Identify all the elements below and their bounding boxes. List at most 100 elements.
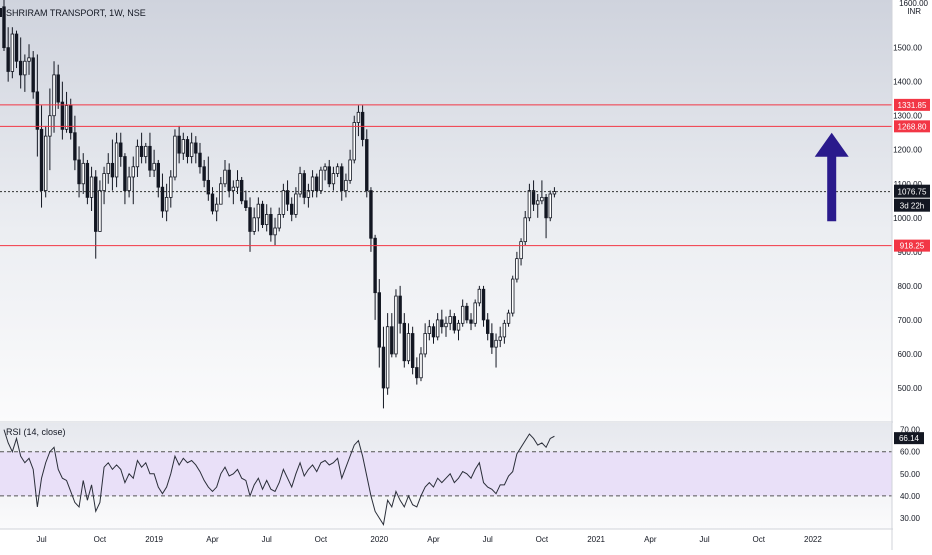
price-tick-label: 900.00: [898, 248, 923, 257]
candle-body: [540, 196, 544, 202]
candle-body: [527, 190, 532, 219]
candle-body: [302, 173, 306, 198]
candle-body: [381, 346, 386, 389]
candle-body: [52, 74, 56, 117]
last-price-label: 1076.75: [898, 188, 927, 197]
time-tick-label: Jul: [699, 535, 709, 544]
candle-body: [536, 200, 540, 205]
rsi-tick-label: 30.00: [900, 514, 921, 523]
candle-body: [77, 159, 81, 185]
candle-body: [102, 173, 106, 191]
candle-body: [281, 190, 286, 215]
candle-body: [177, 135, 181, 154]
candle-body: [531, 190, 536, 205]
countdown-label: 3d 22h: [900, 202, 924, 211]
candle-body: [260, 203, 265, 226]
candle-body: [123, 156, 127, 191]
currency-top-label: 1600.00: [899, 0, 928, 8]
rsi-tick-label: 70.00: [900, 426, 921, 435]
up-arrow-icon: [814, 132, 849, 222]
price-badges: 1331.85 1268.80 918.25 1076.75 3d 22h 66.14: [894, 98, 930, 445]
candle-body: [185, 139, 190, 157]
candle-body: [10, 33, 15, 72]
currency-label: INR: [907, 7, 921, 16]
time-axis[interactable]: Jul Oct 2019 Apr Jul Oct 2020 Apr Jul Oct 2021 Apr J…: [36, 535, 822, 544]
price-tick-label: 1200.00: [893, 146, 922, 155]
candle-body: [435, 319, 440, 338]
candle-body: [89, 176, 94, 198]
candle-body: [181, 139, 186, 154]
symbol-title[interactable]: SHRIRAM TRANSPORT, 1W, NSE: [6, 8, 146, 18]
candle-body: [235, 179, 240, 188]
last-price-badge: [894, 184, 930, 198]
rsi-value-badge: [894, 432, 924, 445]
candle-body: [490, 333, 494, 348]
candle-body: [39, 128, 44, 191]
candle-body: [114, 142, 119, 178]
candle-body: [515, 258, 519, 280]
candle-body: [502, 322, 507, 338]
time-tick-label: Apr: [644, 535, 657, 544]
candle-body: [494, 339, 498, 348]
price-tick-label: 1400.00: [893, 78, 922, 87]
candle-body: [340, 166, 344, 191]
candle-body: [60, 101, 65, 130]
time-tick-label: Apr: [206, 535, 219, 544]
candle-body: [398, 295, 402, 324]
candle-body: [465, 305, 469, 321]
price-axis[interactable]: 1500.00 1400.00 1300.00 1200.00 1100.00 1000.…: [893, 44, 922, 393]
candle-body: [548, 193, 552, 219]
level-badge-label: 1331.85: [898, 101, 927, 110]
candle-body: [135, 145, 140, 168]
candle-body: [385, 326, 390, 389]
candle-body: [219, 183, 223, 205]
rsi-tick-label: 50.00: [900, 470, 921, 479]
candle-body: [331, 173, 336, 185]
candle-body: [173, 135, 177, 178]
candle-body: [419, 353, 423, 379]
rsi-line: [3, 429, 555, 526]
candle-body: [456, 322, 461, 331]
candle-body: [356, 111, 361, 123]
time-tick-label: Oct: [94, 535, 107, 544]
candle-body: [452, 316, 457, 331]
candle-body: [415, 367, 419, 379]
rsi-axis[interactable]: 70.00 60.00 50.00 40.00 30.00: [900, 426, 921, 523]
candle-body: [273, 227, 277, 236]
time-tick-label: 2022: [804, 535, 822, 544]
candle-body: [369, 190, 373, 239]
candle-body: [377, 292, 381, 348]
candle-body: [365, 139, 369, 191]
time-tick-label: 2021: [587, 535, 605, 544]
candle-body: [81, 162, 85, 185]
candle-body: [523, 217, 527, 243]
candle-body: [106, 162, 110, 174]
candle-body: [160, 186, 165, 212]
candle-body: [477, 288, 482, 304]
time-tick-label: 2020: [370, 535, 388, 544]
candle-body: [469, 319, 473, 324]
candle-body: [506, 312, 511, 324]
candle-body: [444, 322, 448, 328]
candles-layer: [2, 0, 557, 409]
candle-body: [344, 179, 348, 191]
candle-body: [98, 190, 102, 232]
candle-body: [210, 193, 215, 212]
candle-body: [144, 145, 148, 157]
price-tick-label: 1500.00: [893, 44, 922, 53]
price-tick-label: 500.00: [898, 384, 923, 393]
candle-body: [27, 57, 31, 62]
candle-body: [206, 179, 211, 195]
candle-body: [35, 91, 40, 130]
candle-body: [69, 105, 73, 134]
candle-body: [248, 207, 252, 232]
candle-body: [227, 169, 231, 191]
candle-body: [294, 193, 298, 215]
candle-body: [544, 196, 548, 219]
candle-body: [427, 326, 432, 334]
candle-body: [410, 333, 415, 368]
time-tick-label: Apr: [427, 535, 440, 544]
candle-body: [244, 200, 248, 208]
candle-body: [306, 190, 311, 198]
